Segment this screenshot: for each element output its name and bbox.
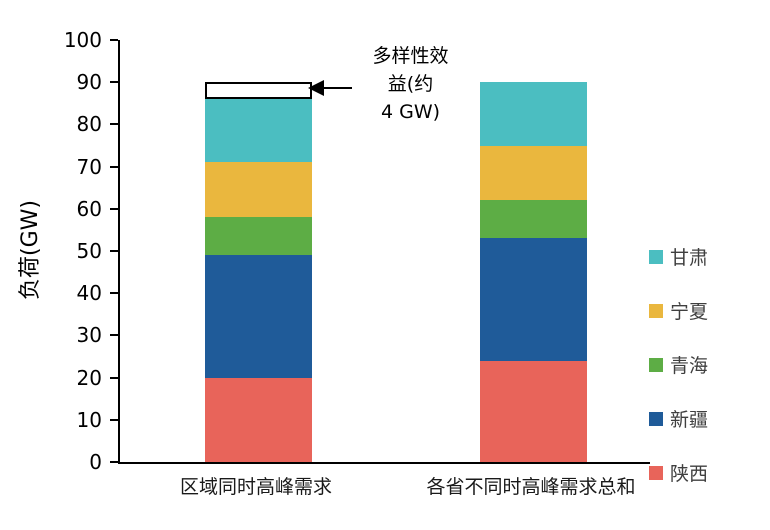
y-tick-mark — [110, 334, 118, 337]
legend-swatch-gansu — [649, 249, 663, 264]
y-tick-mark — [110, 39, 118, 41]
y-tick-label: 10 — [76, 407, 102, 432]
legend-item-qinghai: 青海 — [649, 351, 708, 378]
bar-segment-xinjiang — [204, 255, 312, 378]
diversity-benefit-box — [204, 82, 312, 100]
category-label-provincial-sum: 各省不同时高峰需求总和 — [426, 476, 636, 498]
category-label-regional-peak: 区域同时高峰需求 — [179, 476, 332, 498]
annotation-line-3: 4 GW) — [380, 101, 441, 123]
legend-item-ningxia: 宁夏 — [649, 297, 708, 324]
bar-segment-ningxia — [479, 145, 587, 201]
y-tick-label: 100 — [63, 28, 102, 52]
y-tick-label: 0 — [89, 450, 102, 474]
legend-label-xinjiang: 新疆 — [670, 409, 709, 431]
y-tick-label: 70 — [76, 154, 102, 179]
y-tick-label: 60 — [76, 196, 102, 221]
y-tick-label: 20 — [76, 365, 102, 390]
legend-swatch-xinjiang — [649, 411, 663, 426]
bar-segment-qinghai — [479, 200, 587, 239]
legend-label-shaanxi: 陕西 — [670, 463, 709, 485]
legend-item-gansu: 甘肃 — [649, 243, 708, 270]
legend-label-gansu: 甘肃 — [670, 247, 709, 269]
legend-swatch-shaanxi — [649, 465, 663, 480]
bar-segment-qinghai — [204, 217, 312, 256]
y-tick-mark — [110, 81, 118, 84]
bar-segment-ningxia — [204, 162, 312, 218]
plot-area — [118, 40, 650, 464]
legend-swatch-qinghai — [649, 357, 663, 372]
bar-segment-gansu — [204, 99, 312, 163]
legend: 甘肃宁夏青海新疆陕西 — [649, 243, 708, 486]
annotation-line-2: 益(约 — [387, 73, 434, 95]
y-tick-mark — [110, 207, 118, 210]
y-tick-label: 30 — [76, 323, 102, 348]
y-tick-label: 40 — [76, 281, 102, 306]
bar-segment-shaanxi — [204, 377, 312, 462]
legend-swatch-ningxia — [649, 303, 663, 318]
annotation-text: 多样性效 益(约 4 GW) — [328, 42, 493, 126]
bar-segment-gansu — [479, 82, 587, 146]
legend-item-shaanxi: 陕西 — [649, 459, 708, 486]
y-tick-mark — [110, 418, 118, 421]
y-tick-mark — [110, 250, 118, 252]
y-tick-mark — [110, 292, 118, 295]
y-tick-label: 90 — [76, 70, 102, 95]
y-tick-mark — [110, 461, 118, 463]
y-tick-label: 80 — [76, 112, 102, 137]
y-tick-mark — [110, 165, 118, 168]
annotation-line-1: 多样性效 — [372, 45, 449, 67]
legend-label-qinghai: 青海 — [670, 355, 709, 377]
legend-label-ningxia: 宁夏 — [670, 301, 709, 323]
y-tick-mark — [110, 376, 118, 379]
y-tick-mark — [110, 123, 118, 126]
y-tick-label: 50 — [76, 239, 102, 263]
bar-segment-shaanxi — [479, 360, 587, 462]
legend-item-xinjiang: 新疆 — [649, 405, 708, 432]
bar-segment-xinjiang — [479, 238, 587, 361]
